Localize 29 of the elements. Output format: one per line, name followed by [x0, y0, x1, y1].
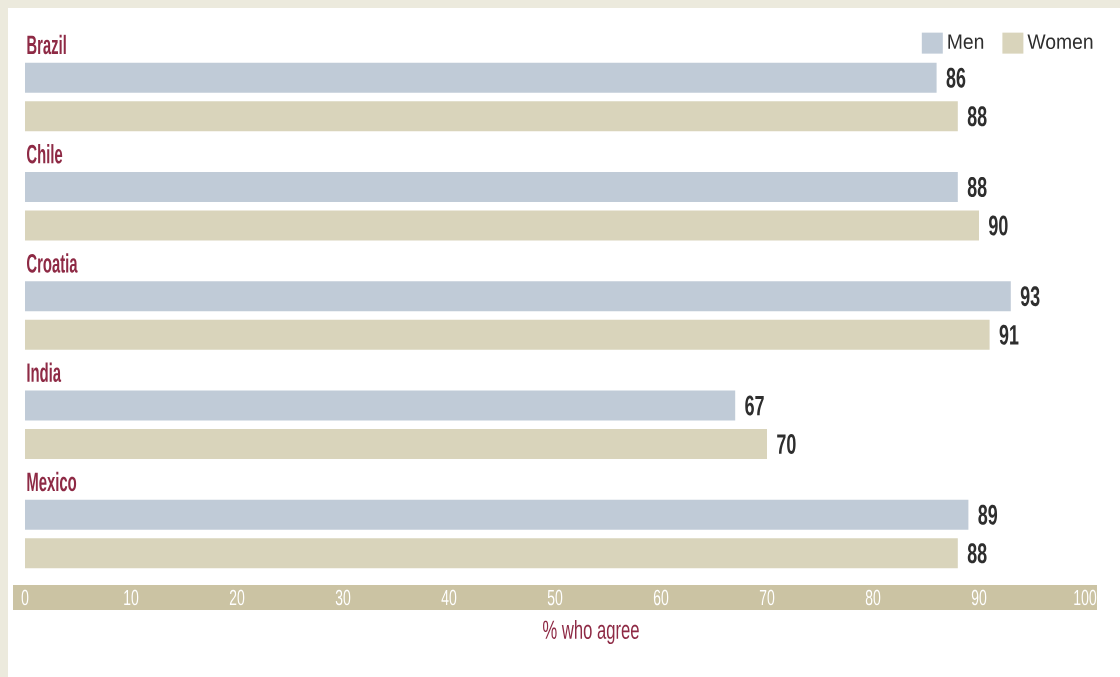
data-label: 88 [967, 106, 987, 127]
x-tick-label: 30 [335, 589, 351, 606]
data-label: 93 [1020, 286, 1040, 307]
y-tick-label: Croatia [27, 253, 78, 273]
x-axis-title: % who agree [543, 619, 639, 645]
data-label: 70 [777, 434, 796, 454]
x-tick-label: 10 [124, 589, 139, 606]
data-label: 67 [745, 395, 764, 416]
legend-label: Women [1027, 34, 1093, 50]
y-tick-label: Brazil [27, 34, 66, 55]
x-tick-label: 60 [653, 589, 669, 606]
x-tick-label: 20 [229, 589, 245, 606]
x-tick-label: 50 [547, 589, 563, 606]
legend-label: Men [948, 34, 984, 50]
y-tick-label: India [27, 362, 62, 383]
x-tick-label: 90 [971, 589, 987, 606]
y-tick-label: Mexico [27, 471, 77, 492]
x-tick-label: 40 [441, 589, 457, 606]
data-label: 90 [989, 215, 1008, 236]
data-label: 88 [967, 543, 987, 564]
data-label: 88 [967, 177, 987, 197]
data-label: 86 [946, 67, 966, 88]
data-label: 89 [978, 504, 998, 525]
data-label: 91 [999, 324, 1019, 345]
x-tick-label: 70 [759, 589, 775, 606]
x-tick-label: 0 [21, 589, 29, 606]
x-tick-label: 80 [865, 589, 881, 606]
y-tick-label: Chile [27, 144, 63, 164]
x-tick-label: 100 [1074, 589, 1097, 606]
